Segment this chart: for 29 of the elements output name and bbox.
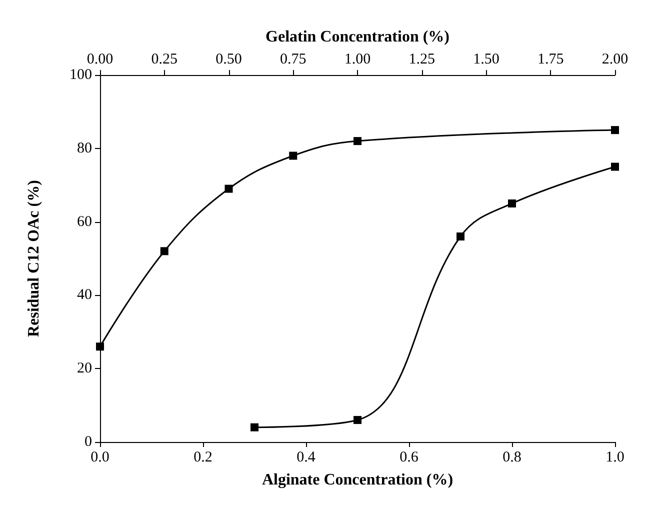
- point: [508, 199, 516, 208]
- y-tick-label: 20: [77, 360, 92, 377]
- x-tick-label: 0.8: [502, 450, 522, 466]
- x-axis-title: Alginate Concentration (%): [262, 472, 454, 488]
- point: [456, 232, 464, 240]
- x2-tick-label: 1.00: [344, 52, 371, 68]
- x2-tick-label: 2.00: [602, 52, 628, 68]
- x2-tick-label: 1.50: [473, 52, 500, 68]
- x-tick-label: 1.0: [606, 450, 624, 466]
- point: [611, 162, 619, 171]
- x2-tick-label: 1.25: [408, 52, 435, 68]
- point: [354, 416, 362, 424]
- x2-tick-label: 0.25: [151, 52, 178, 68]
- x-tick-label: 0.6: [400, 450, 419, 466]
- x-tick-label: 0.2: [194, 450, 212, 466]
- x2-tick-label: 1.75: [538, 52, 564, 68]
- y-tick-label: 60: [77, 214, 92, 230]
- x2-tick-label: 0.50: [216, 52, 242, 68]
- point: [250, 423, 258, 432]
- x2-tick-label: 0.00: [86, 52, 114, 68]
- y-tick-label: 0: [84, 434, 92, 450]
- x-tick-label: 0.0: [90, 450, 110, 466]
- y-axis-title: Residual C12 OAc (%): [26, 180, 42, 337]
- x2-axis-title: Gelatin Concentration (%): [266, 28, 450, 46]
- x-tick-label: 0.4: [296, 450, 316, 466]
- y-tick-label: 100: [70, 67, 92, 83]
- y-tick-label: 40: [77, 287, 92, 304]
- y-tick-label: 80: [77, 140, 92, 156]
- x2-tick-label: 0.75: [280, 52, 306, 68]
